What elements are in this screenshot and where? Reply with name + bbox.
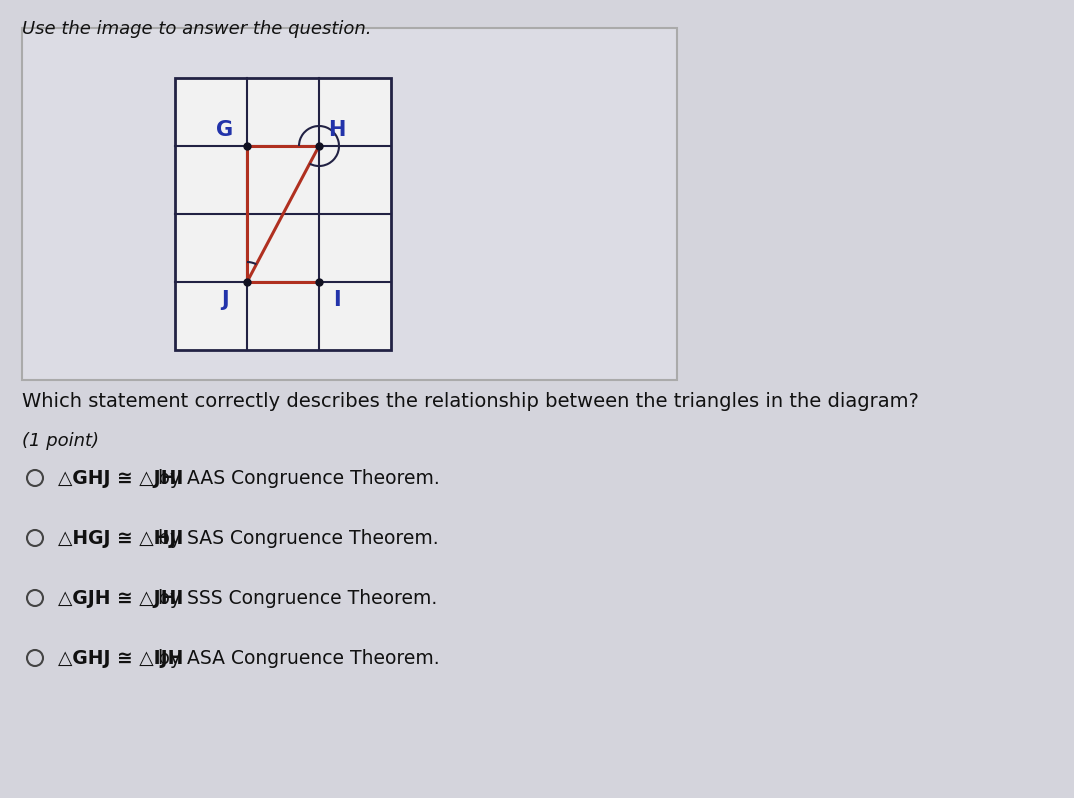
Text: by SSS Congruence Theorem.: by SSS Congruence Theorem. <box>151 588 437 607</box>
Text: by AAS Congruence Theorem.: by AAS Congruence Theorem. <box>151 468 439 488</box>
Text: I: I <box>333 290 340 310</box>
Text: G: G <box>217 120 233 140</box>
Text: J: J <box>221 290 229 310</box>
Text: △HGJ ≅ △HJI: △HGJ ≅ △HJI <box>58 528 184 547</box>
Bar <box>21 28 677 380</box>
Text: Which statement correctly describes the relationship between the triangles in th: Which statement correctly describes the … <box>21 392 919 411</box>
Text: by ASA Congruence Theorem.: by ASA Congruence Theorem. <box>151 649 439 667</box>
Text: by SAS Congruence Theorem.: by SAS Congruence Theorem. <box>151 528 438 547</box>
Text: △GJH ≅ △JHI: △GJH ≅ △JHI <box>58 588 184 607</box>
Text: Use the image to answer the question.: Use the image to answer the question. <box>21 20 372 38</box>
Text: △GHJ ≅ △IJH: △GHJ ≅ △IJH <box>58 649 184 667</box>
Text: (1 point): (1 point) <box>21 432 99 450</box>
Bar <box>175 78 391 350</box>
Text: △GHJ ≅ △JHI: △GHJ ≅ △JHI <box>58 468 184 488</box>
Text: H: H <box>329 120 346 140</box>
